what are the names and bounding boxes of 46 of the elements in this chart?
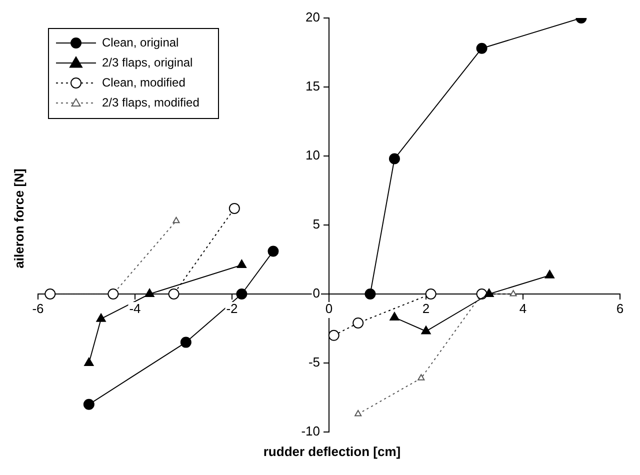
point xyxy=(236,288,248,300)
x-tick-label: 6 xyxy=(616,301,624,316)
point xyxy=(168,288,180,300)
y-tick-label: 10 xyxy=(306,148,320,163)
x-axis-title: rudder deflection [cm] xyxy=(262,444,402,459)
y-tick-label: 0 xyxy=(312,286,320,301)
point xyxy=(108,288,119,300)
legend-label: Clean, original xyxy=(102,35,179,50)
y-tick-label: -5 xyxy=(308,354,320,370)
y-axis-title: aileron force [N] xyxy=(12,168,26,268)
x-tick-label: -6 xyxy=(32,301,44,316)
x-tick-label: 0 xyxy=(325,301,333,316)
point xyxy=(476,42,488,54)
x-tick-label: 4 xyxy=(519,301,527,316)
point xyxy=(352,317,364,328)
y-tick-label: 5 xyxy=(312,216,320,232)
x-tick-label: 2 xyxy=(422,301,430,316)
point xyxy=(144,288,154,297)
point xyxy=(390,312,400,320)
legend-label: 2/3 flaps, modified xyxy=(102,95,200,110)
point xyxy=(418,374,425,380)
point xyxy=(354,410,362,416)
legend-label: 2/3 flaps, original xyxy=(102,55,193,70)
point xyxy=(84,358,94,366)
y-tick-label: 15 xyxy=(306,78,320,94)
legend-label: Clean, modified xyxy=(102,75,186,90)
point xyxy=(236,260,247,268)
x-tick-label: -2 xyxy=(226,301,238,316)
y-tick-label: 20 xyxy=(306,10,320,25)
point xyxy=(425,288,436,300)
point xyxy=(172,216,180,224)
point xyxy=(44,288,56,300)
point xyxy=(96,313,106,322)
point xyxy=(228,202,240,214)
point xyxy=(328,330,340,341)
point xyxy=(364,288,376,300)
point xyxy=(510,290,517,296)
point xyxy=(83,398,94,410)
x-tick-label: -4 xyxy=(129,301,141,316)
point xyxy=(268,246,279,257)
point xyxy=(544,270,555,278)
point xyxy=(421,326,431,334)
point xyxy=(180,336,192,348)
point xyxy=(388,153,400,164)
point xyxy=(484,288,494,297)
y-tick-label: -10 xyxy=(301,424,320,439)
